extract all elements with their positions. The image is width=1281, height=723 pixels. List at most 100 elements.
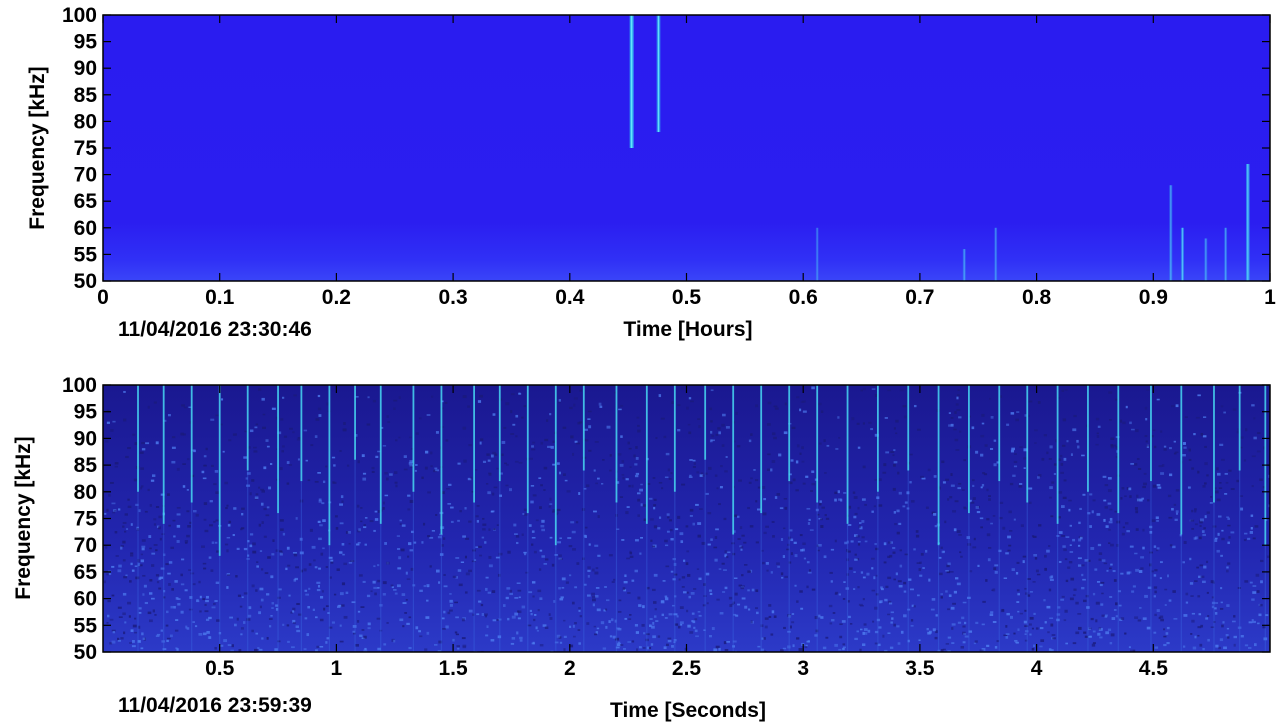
spectrogram-speckle [103, 580, 106, 584]
spectrogram-speckle [1057, 458, 1062, 461]
spectrogram-speckle [1153, 545, 1157, 548]
spectrogram-speckle [122, 612, 126, 616]
spectrogram-speckle [1063, 619, 1067, 622]
spectrogram-speckle [897, 642, 901, 645]
spectrogram-speckle [441, 617, 445, 620]
top-spectrogram-events [629, 15, 1250, 281]
spectrogram-speckle [646, 586, 650, 590]
spectrogram-speckle [802, 400, 806, 403]
spectrogram-speckle [286, 482, 290, 485]
spectrogram-speckle [715, 528, 719, 531]
spectrogram-speckle [377, 450, 381, 453]
spectrogram-speckle [643, 504, 647, 507]
spectrogram-speckle [941, 460, 945, 464]
spectrogram-speckle [271, 602, 275, 605]
spectrogram-speckle [652, 621, 655, 625]
spectrogram-speckle [1196, 566, 1199, 569]
spectrogram-speckle [859, 648, 862, 652]
spectrogram-speckle [285, 567, 288, 571]
spectrogram-speckle [461, 618, 465, 622]
spectrogram-speckle [825, 636, 829, 639]
x-tick-label: 0 [97, 286, 109, 309]
spectrogram-speckle [112, 420, 116, 423]
spectrogram-speckle [780, 538, 784, 541]
spectrogram-speckle [1262, 626, 1266, 629]
spectrogram-speckle [705, 492, 709, 495]
spectrogram-speckle [862, 465, 866, 469]
spectrogram-speckle [142, 593, 145, 596]
spectrogram-speckle [290, 611, 293, 614]
spectrogram-speckle [991, 589, 994, 592]
spectrogram-speckle [106, 409, 110, 412]
spectrogram-speckle [858, 603, 863, 606]
spectrogram-speckle [353, 632, 356, 635]
spectrogram-speckle [701, 541, 706, 545]
spectrogram-speckle [854, 553, 857, 556]
spectrogram-speckle [1187, 486, 1191, 489]
spectrogram-speckle [463, 459, 467, 463]
spectrogram-speckle [523, 551, 527, 554]
spectrogram-speckle [692, 466, 696, 468]
spectrogram-speckle [1214, 612, 1218, 615]
spectrogram-speckle [448, 483, 452, 486]
spectrogram-speckle [802, 482, 806, 485]
y-tick-label: 60 [74, 588, 97, 611]
spectrogram-speckle [1046, 451, 1049, 455]
spectrogram-speckle [261, 637, 264, 640]
spectrogram-speckle [711, 627, 715, 631]
spectrogram-speckle [792, 478, 796, 482]
spectrogram-speckle [394, 481, 398, 484]
spectrogram-speckle [211, 541, 215, 544]
spectrogram-speckle [279, 519, 284, 522]
spectrogram-speckle [111, 565, 115, 568]
spectrogram-speckle [757, 486, 761, 489]
spectrogram-speckle [533, 550, 537, 554]
spectrogram-speckle [559, 537, 562, 540]
spectrogram-speckle [1084, 635, 1089, 638]
spectrogram-speckle [315, 616, 318, 619]
spectrogram-speckle [404, 612, 408, 614]
spectrogram-speckle [339, 624, 342, 627]
spectrogram-speckle [1211, 596, 1215, 599]
spectrogram-speckle [524, 553, 527, 556]
spectrogram-speckle [1225, 633, 1229, 637]
spectrogram-speckle [546, 419, 549, 422]
spectrogram-speckle [487, 491, 491, 495]
spectrogram-speckle [460, 561, 465, 564]
spectrogram-speckle [767, 401, 772, 405]
spectrogram-speckle [186, 534, 190, 538]
spectrogram-speckle [426, 599, 429, 602]
spectrogram-speckle [617, 641, 621, 644]
spectrogram-speckle [196, 599, 199, 602]
spectrogram-speckle [1065, 642, 1069, 645]
spectrogram-speckle [724, 470, 728, 473]
spectrogram-speckle [892, 546, 896, 550]
spectrogram-speckle [255, 423, 259, 426]
spectrogram-speckle [1049, 617, 1054, 620]
spectrogram-speckle [723, 517, 727, 521]
spectrogram-speckle [117, 637, 120, 641]
spectrogram-speckle [763, 498, 767, 501]
spectrogram-speckle [950, 423, 954, 427]
spectrogram-speckle [950, 606, 955, 610]
spectrogram-speckle [595, 567, 599, 570]
spectrogram-speckle [534, 613, 537, 616]
spectrogram-speckle [1063, 479, 1067, 482]
spectrogram-speckle [336, 568, 340, 571]
spectrogram-speckle [593, 510, 597, 513]
spectrogram-speckle [609, 454, 612, 457]
spectrogram-speckle [1053, 463, 1057, 466]
spectrogram-speckle [397, 548, 401, 550]
spectrogram-speckle [475, 546, 479, 548]
spectrogram-speckle [1243, 539, 1247, 542]
spectrogram-speckle [366, 594, 371, 598]
y-tick-label: 90 [74, 427, 97, 450]
spectrogram-speckle [1129, 495, 1132, 499]
spectrogram-speckle [251, 629, 254, 633]
spectrogram-speckle [988, 498, 991, 501]
spectrogram-speckle [703, 595, 707, 597]
spectrogram-speckle [543, 489, 546, 491]
spectrogram-speckle [633, 454, 636, 458]
spectrogram-speckle [1211, 605, 1215, 609]
spectrogram-speckle [764, 625, 768, 629]
